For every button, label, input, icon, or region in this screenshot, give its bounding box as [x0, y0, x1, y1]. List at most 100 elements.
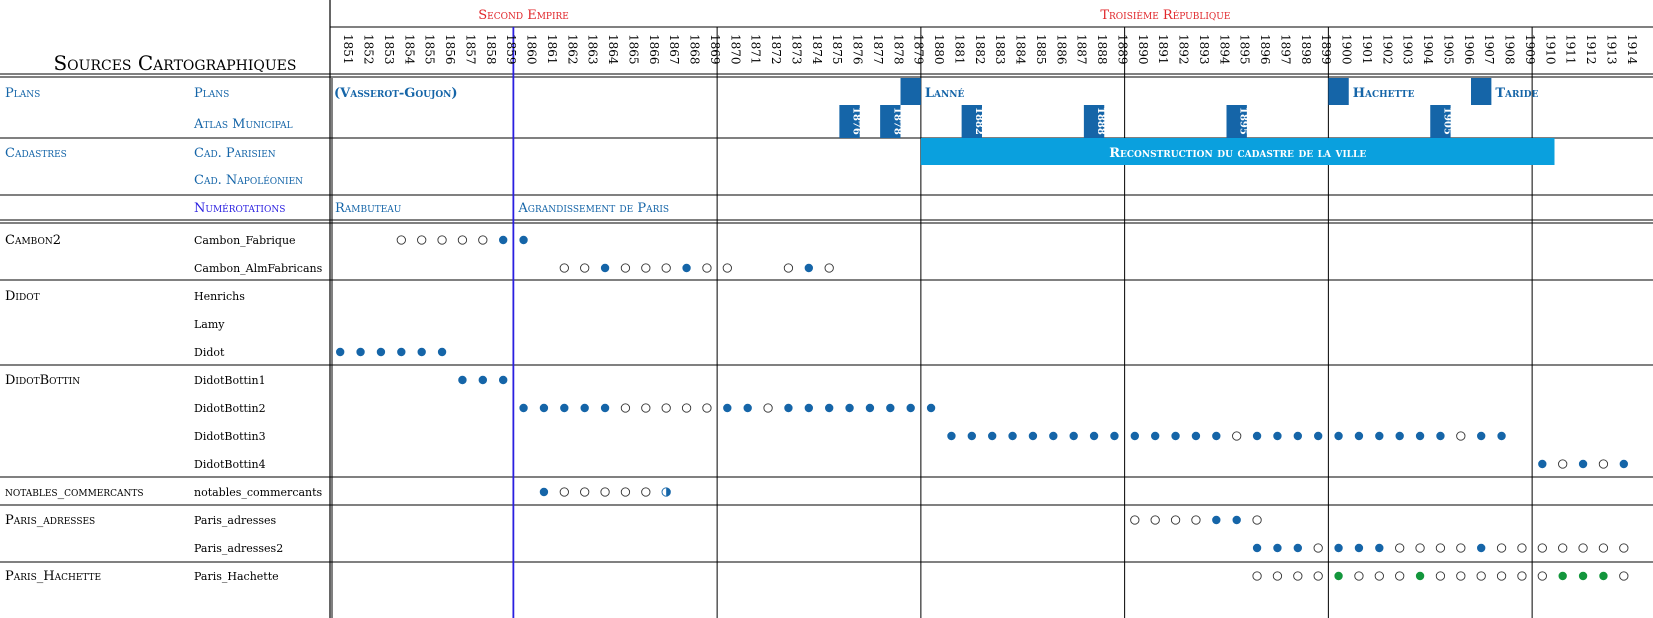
plan-marker-1879 — [900, 78, 921, 105]
source-dot-filled — [1232, 515, 1241, 525]
source-dot-empty — [1374, 571, 1384, 581]
source-dot-empty — [824, 263, 834, 273]
source-dot-filled — [1212, 431, 1221, 441]
source-dot-filled — [356, 347, 365, 357]
source-dot-empty — [1558, 543, 1568, 553]
source-dot-empty — [1517, 571, 1527, 581]
section-group-label: Paris_adresses — [5, 513, 95, 528]
source-dot-empty — [702, 263, 712, 273]
section-group-label: Cadastres — [5, 146, 67, 161]
source-dot-filled — [987, 431, 997, 441]
row-label: Plans — [194, 86, 229, 101]
source-dot-filled — [1578, 459, 1588, 469]
year-tick-label: 1867 — [667, 34, 681, 65]
year-tick-label: 1913 — [1604, 34, 1618, 65]
source-dot-empty — [1272, 571, 1283, 581]
source-dot-empty — [661, 403, 671, 413]
year-tick-label: 1879 — [912, 34, 926, 65]
row-label: Paris_adresses — [194, 514, 277, 527]
period-label: Troisième République — [1100, 8, 1230, 23]
atlas-marker-label: 1895 — [1238, 107, 1249, 135]
year-tick-label: 1887 — [1075, 34, 1089, 65]
row-label: Paris_Hachette — [194, 570, 279, 583]
row-label: DidotBottin3 — [194, 430, 266, 443]
row-label: Lamy — [194, 318, 225, 331]
year-tick-label: 1851 — [341, 34, 355, 65]
year-tick-label: 1861 — [545, 34, 559, 65]
source-dot-empty — [1313, 571, 1323, 581]
source-dot-filled — [1476, 543, 1486, 553]
source-dot-filled — [926, 403, 936, 413]
source-dot-empty — [661, 263, 671, 273]
year-tick-label: 1868 — [688, 34, 702, 65]
plan-edition-label: Taride — [1495, 86, 1538, 101]
year-tick-label: 1866 — [647, 34, 661, 65]
source-dot-empty — [1435, 543, 1446, 553]
source-dot-filled — [335, 347, 345, 357]
source-dot-empty — [1496, 571, 1507, 581]
source-dot-filled — [1273, 431, 1282, 441]
source-dot-empty — [1456, 431, 1466, 441]
row-label: Numérotations — [194, 201, 285, 216]
source-dot-filled — [1354, 431, 1364, 441]
year-tick-label: 1893 — [1197, 34, 1211, 65]
source-dot-filled — [519, 403, 528, 413]
source-dot-empty — [620, 403, 631, 413]
atlas-marker — [961, 105, 982, 138]
year-tick-label: 1858 — [484, 34, 498, 65]
year-tick-label: 1864 — [606, 34, 620, 65]
source-dot-empty — [1578, 543, 1588, 553]
source-dot-empty — [1313, 543, 1323, 553]
year-tick-label: 1898 — [1299, 34, 1313, 65]
row-label: Cambon_Fabrique — [194, 234, 296, 247]
source-dot-filled — [519, 235, 528, 245]
source-dot-empty — [1293, 571, 1303, 581]
source-dot-empty — [457, 235, 468, 245]
source-dot-empty — [641, 487, 651, 497]
source-dot-empty — [1456, 571, 1466, 581]
section-group-label: notables_commercants — [5, 485, 144, 500]
source-dot-filled — [947, 431, 956, 441]
source-dot-empty — [1558, 459, 1568, 469]
source-dot-filled — [1252, 543, 1262, 553]
source-dot-empty — [1456, 543, 1466, 553]
atlas-marker — [839, 105, 860, 138]
source-dot-empty — [559, 487, 569, 497]
year-tick-label: 1890 — [1136, 34, 1150, 65]
source-dot-filled — [1008, 431, 1017, 441]
row-label: Cad. Napoléonien — [194, 173, 303, 188]
source-dot-empty — [1354, 571, 1364, 581]
source-dot-filled — [824, 403, 834, 413]
source-dot-empty — [1619, 543, 1629, 553]
source-dot-filled — [1110, 431, 1119, 441]
year-tick-label: 1907 — [1482, 34, 1496, 65]
year-tick-label: 1872 — [769, 34, 783, 65]
atlas-marker — [1226, 105, 1247, 138]
year-tick-label: 1854 — [402, 34, 416, 65]
source-dot-empty — [783, 263, 794, 273]
year-tick-label: 1902 — [1380, 34, 1394, 65]
source-dot-filled — [1476, 431, 1486, 441]
year-tick-label: 1882 — [973, 34, 987, 65]
source-dot-filled — [1293, 431, 1303, 441]
source-dot-empty — [1598, 543, 1609, 553]
source-dot-empty — [1537, 543, 1547, 553]
year-tick-label: 1880 — [932, 34, 946, 65]
section-group-label: Paris_Hachette — [5, 569, 101, 584]
year-tick-label: 1863 — [586, 34, 600, 65]
year-tick-label: 1883 — [993, 34, 1007, 65]
year-tick-label: 1855 — [423, 34, 437, 65]
row-label: notables_commercants — [194, 486, 323, 499]
year-tick-label: 1904 — [1421, 34, 1435, 65]
source-dot-filled — [784, 403, 793, 413]
row-label: DidotBottin2 — [194, 402, 266, 415]
year-tick-label: 1906 — [1462, 34, 1476, 65]
year-tick-label: 1912 — [1584, 34, 1598, 65]
source-dot-green — [1578, 571, 1588, 581]
source-dot-empty — [763, 403, 773, 413]
year-tick-label: 1884 — [1014, 34, 1028, 65]
year-tick-label: 1875 — [830, 34, 844, 65]
year-tick-label: 1870 — [728, 34, 742, 65]
source-dot-empty — [580, 487, 590, 497]
